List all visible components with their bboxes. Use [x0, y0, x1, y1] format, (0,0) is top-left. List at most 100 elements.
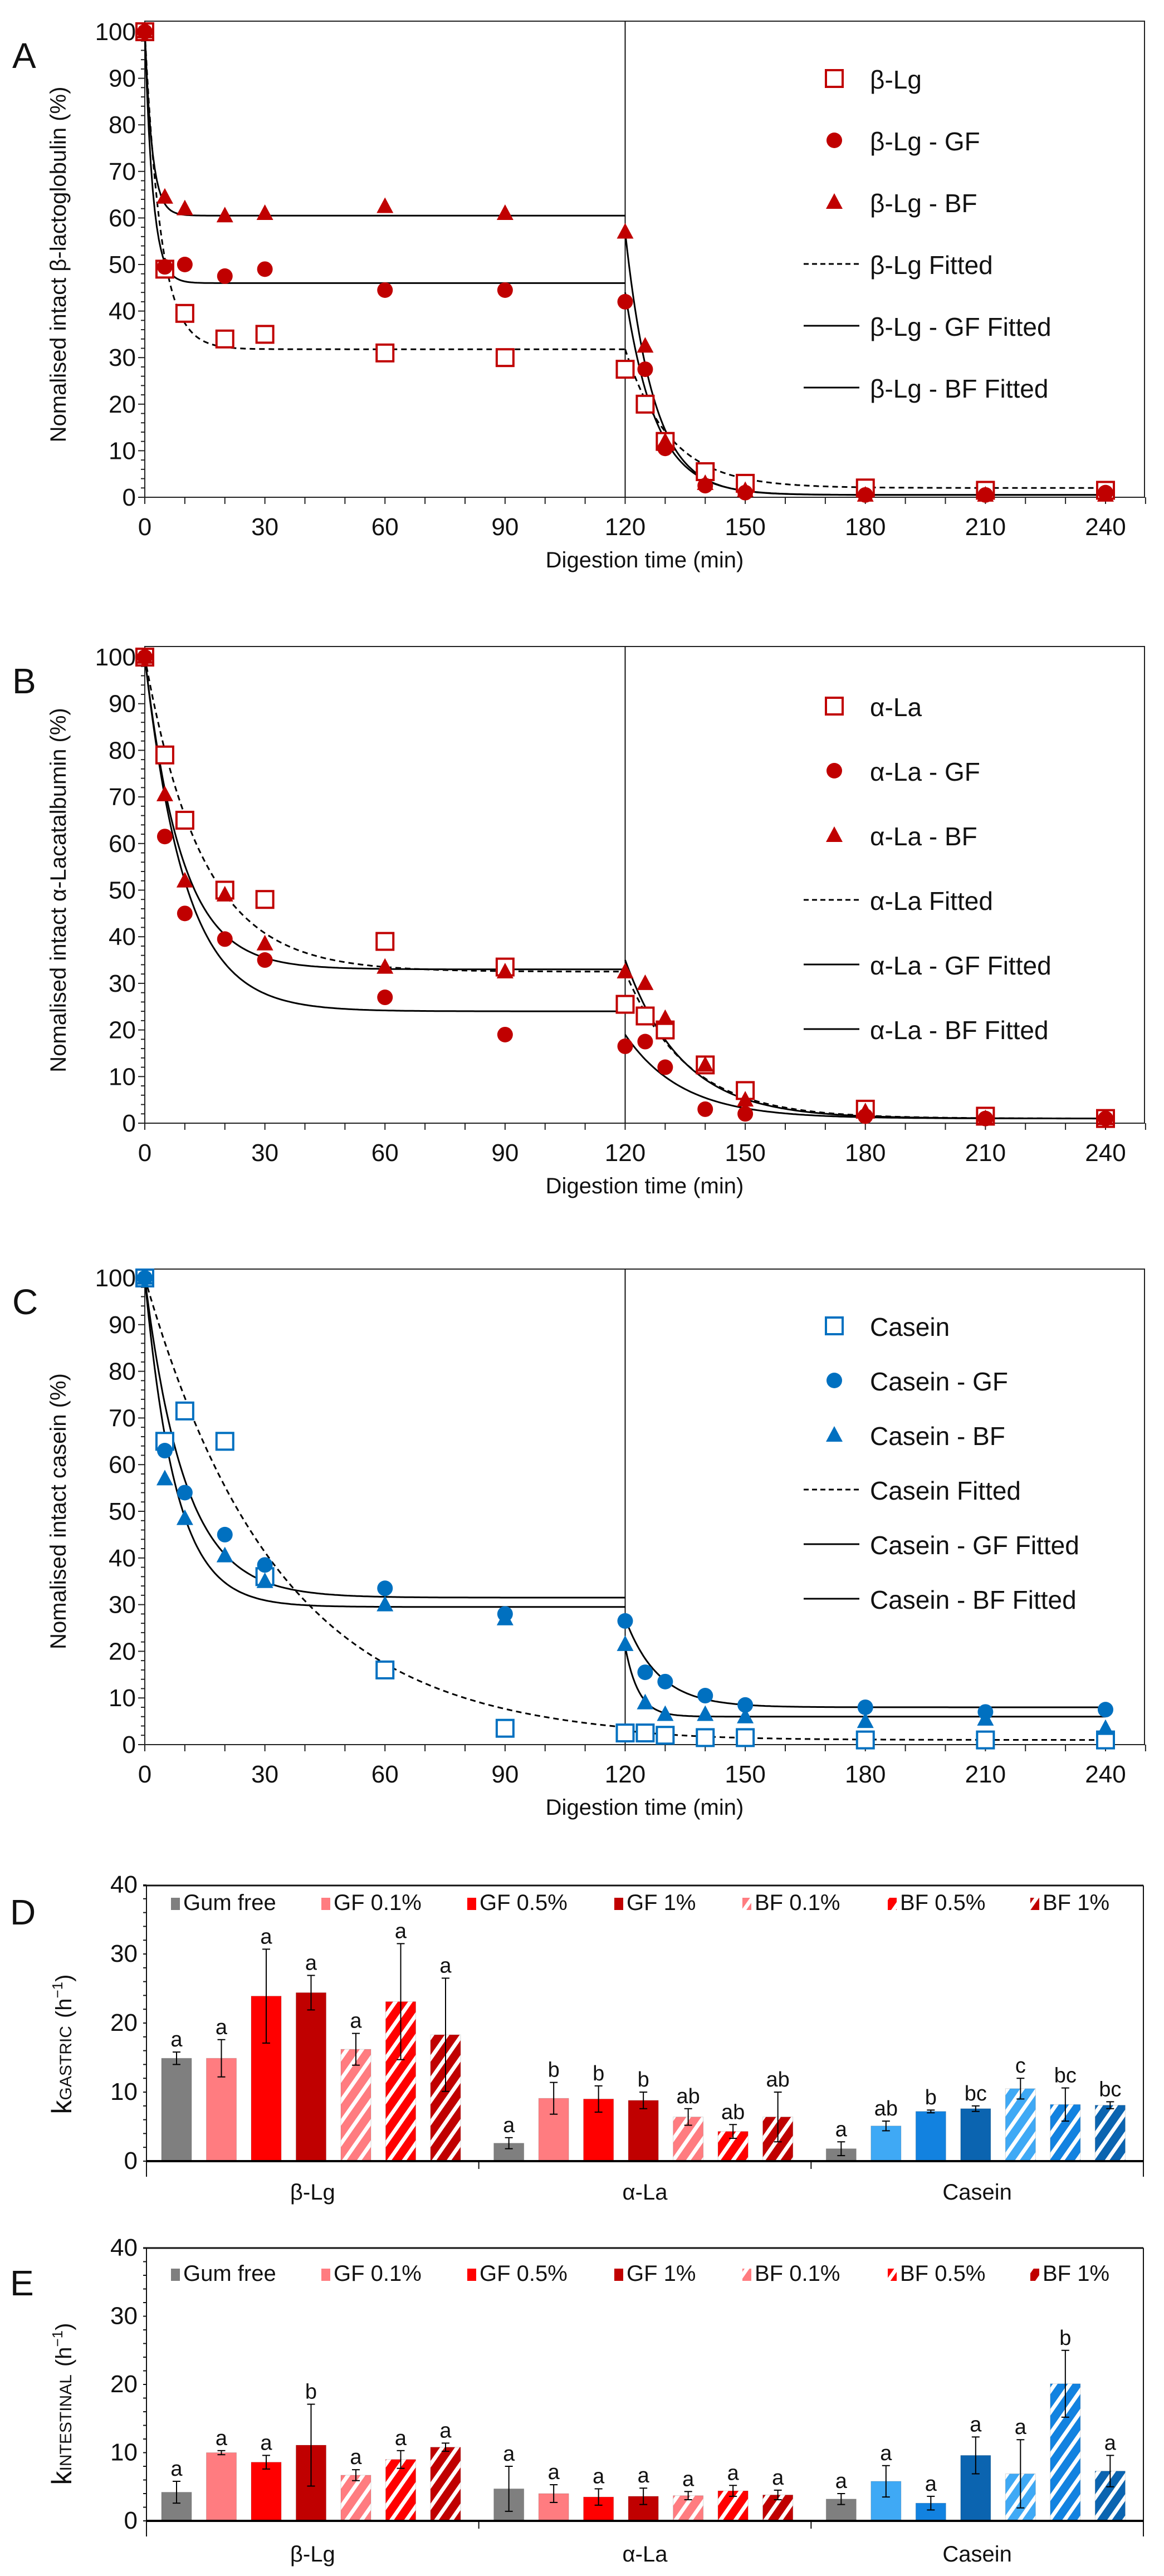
data-point-triangle [156, 785, 173, 801]
legend-label: Casein - GF [870, 1367, 1008, 1396]
data-point-triangle [697, 1056, 714, 1072]
legend-label: BF 0.1% [755, 2261, 840, 2286]
data-point-triangle [857, 1103, 874, 1119]
data-point-circle [697, 1688, 713, 1704]
legend-label: Casein - GF Fitted [870, 1531, 1079, 1560]
bar [1050, 2383, 1081, 2521]
data-point-open-square [375, 1660, 395, 1679]
significance-letter: ab [874, 2097, 898, 2120]
x-tick-label: 240 [1085, 1761, 1126, 1788]
legend-label: α-La - GF [870, 757, 980, 786]
data-point-circle [617, 293, 633, 310]
data-point-triangle [256, 1572, 273, 1588]
x-tick-label: 210 [965, 1761, 1006, 1788]
y-tick-label: 10 [109, 1684, 136, 1712]
bar [430, 2447, 461, 2521]
legend-label: BF 0.5% [900, 1891, 985, 1915]
legend-swatch-icon [467, 1898, 476, 1910]
significance-letter: a [682, 2467, 695, 2491]
panel-letter: D [10, 1892, 36, 1932]
x-tick-label: 210 [965, 513, 1006, 541]
x-tick-label: 180 [845, 513, 886, 541]
legend-swatch-icon [614, 1898, 623, 1910]
data-point-circle [217, 268, 233, 284]
significance-letter: a [395, 1919, 407, 1943]
y-axis-title: kGASTRIC (h−1) [46, 1975, 77, 2114]
significance-letter: ab [677, 2085, 700, 2108]
data-point-open-square [375, 343, 395, 363]
bar [296, 1992, 326, 2162]
data-point-open-square [736, 1081, 755, 1100]
significance-letter: a [835, 2118, 848, 2141]
data-point-triangle [176, 1509, 193, 1525]
data-point-triangle [617, 962, 634, 978]
plot-frame [144, 646, 1145, 1124]
legend-swatch-icon [171, 2269, 180, 2281]
significance-letter: ab [766, 2068, 790, 2092]
x-axis-title: Digestion time (min) [546, 548, 744, 572]
y-tick-label: 20 [109, 1017, 136, 1044]
x-tick-label: 240 [1085, 1139, 1126, 1167]
data-point-circle [657, 1059, 673, 1075]
legend-swatch-icon [742, 1898, 751, 1910]
y-tick-label: 60 [109, 830, 136, 858]
panel-letter: A [12, 36, 36, 76]
y-axis-title-unit: (h [52, 1999, 76, 2019]
data-point-triangle [496, 962, 513, 978]
significance-letter: a [835, 2470, 848, 2493]
y-tick-label: 60 [109, 204, 136, 232]
data-point-circle [257, 952, 273, 968]
significance-letter: a [439, 1954, 452, 1977]
y-axis-title-main: k [46, 2099, 77, 2114]
data-point-open-square [155, 745, 174, 765]
significance-letter: a [925, 2472, 937, 2496]
data-point-open-square [495, 1718, 515, 1738]
data-point-circle [737, 1106, 754, 1122]
y-tick-label: 30 [110, 2303, 138, 2330]
bar [915, 2111, 946, 2162]
y-axis-title-sup: −1 [49, 1982, 66, 1999]
significance-letter: b [548, 2059, 560, 2082]
legend-swatch-icon [321, 2269, 330, 2281]
x-tick-label: 60 [371, 1139, 399, 1167]
significance-letter: a [880, 2442, 892, 2465]
legend-label: BF 0.1% [755, 1891, 840, 1915]
data-point-triangle [657, 432, 674, 448]
y-tick-label: 30 [109, 344, 136, 371]
bar-chart-panel-e: 0 10 20 30 40 kINTESTINAL (h−1) E Gum free GF 0.1… [10, 2234, 1144, 2567]
data-point-open-square [635, 1006, 655, 1026]
data-point-circle [617, 1038, 633, 1054]
data-point-circle [377, 990, 393, 1006]
data-point-open-square [255, 325, 275, 344]
line-chart-panel-a: 0 10 20 30 40 50 60 70 80 90 100 0 30 60 90 120 150 180 21… [12, 18, 1146, 572]
data-point-circle [156, 259, 173, 275]
significance-letter: ab [721, 2100, 745, 2124]
legend-label: β-Lg [870, 65, 922, 94]
data-point-triangle [617, 1635, 634, 1651]
significance-letter: a [548, 2461, 560, 2484]
legend-label: α-La - BF [870, 822, 977, 851]
data-point-triangle [697, 1705, 714, 1721]
y-axis-title: Nomalised intact β-lactoglobulin (%) [46, 87, 71, 443]
data-point-open-square [175, 810, 194, 830]
y-axis-title: kINTESTINAL (h−1) [46, 2323, 77, 2485]
data-point-circle [497, 1026, 513, 1042]
x-tick-label: 0 [138, 1761, 151, 1788]
y-tick-label: 0 [124, 2147, 138, 2175]
data-point-triangle [176, 199, 193, 216]
data-point-triangle [216, 885, 233, 902]
x-tick-label: 30 [251, 513, 278, 541]
data-point-circle [637, 1664, 653, 1681]
significance-letter: a [970, 2413, 982, 2436]
data-point-triangle [1097, 486, 1114, 502]
significance-letter: c [1015, 2054, 1026, 2078]
legend-label: Casein Fitted [870, 1476, 1021, 1505]
data-point-triangle [216, 207, 233, 223]
data-point-triangle [977, 1109, 994, 1125]
data-point-triangle [256, 934, 273, 951]
y-axis-title-sub: GASTRIC [57, 2026, 75, 2100]
plot-frame [144, 21, 1145, 498]
y-tick-label: 50 [109, 877, 136, 904]
panel-letter: E [10, 2263, 34, 2303]
x-tick-label: 150 [725, 1139, 765, 1167]
